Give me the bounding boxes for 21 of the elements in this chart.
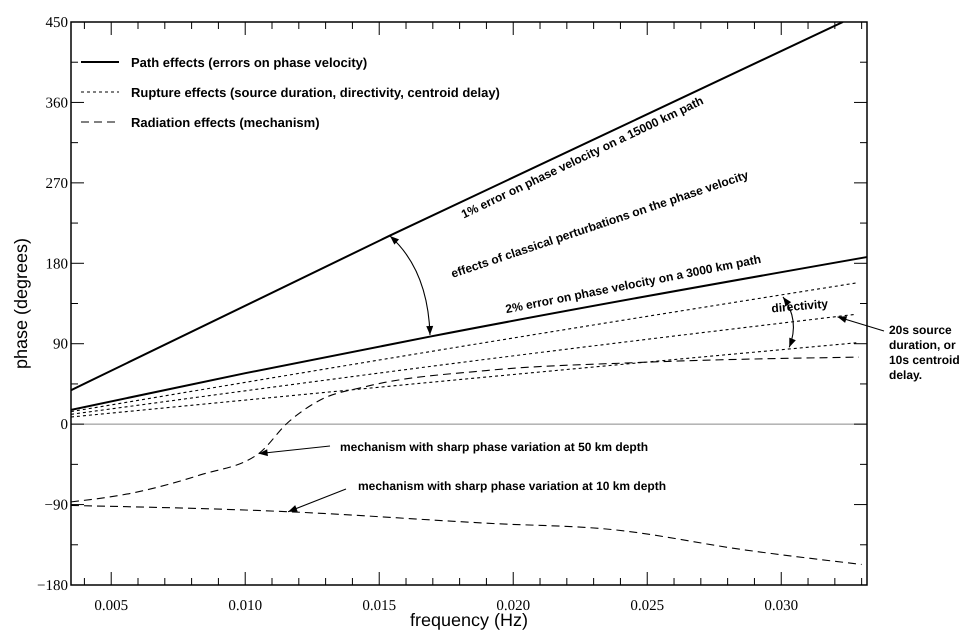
x-tick-label: 0.005 (94, 598, 128, 614)
y-axis-title: phase (degrees) (11, 238, 31, 370)
y-tick-label: 450 (46, 15, 68, 31)
x-tick-label: 0.025 (630, 598, 664, 614)
y-tick-label: −90 (44, 498, 68, 514)
y-tick-label: 270 (46, 176, 68, 192)
legend-label: Radiation effects (mechanism) (131, 115, 320, 130)
annotation: 20s source duration, or 10s centroid delay. (889, 323, 960, 382)
annotation: mechanism with sharp phase variation at 50 km depth (340, 440, 648, 454)
annotation: mechanism with sharp phase variation at 10 km depth (358, 479, 666, 493)
x-tick-label: 0.030 (764, 598, 798, 614)
y-tick-label: 360 (46, 95, 68, 112)
legend-label: Rupture effects (source duration, directivity, centroid delay) (131, 85, 500, 100)
y-tick-label: 180 (46, 256, 68, 272)
x-tick-label: 0.010 (228, 598, 262, 614)
annotation: directivity (770, 296, 829, 316)
legend-label: Path effects (errors on phase velocity) (131, 55, 368, 70)
y-tick-label: 0 (60, 417, 68, 434)
y-tick-label: 90 (53, 336, 68, 353)
x-tick-label: 0.015 (362, 598, 396, 614)
y-tick-label: −180 (37, 578, 68, 594)
